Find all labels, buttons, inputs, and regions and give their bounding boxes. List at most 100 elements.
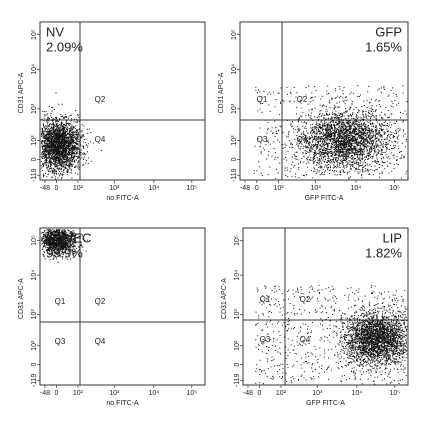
event-dot [62,157,64,159]
event-dot [59,127,61,129]
event-dot [348,154,350,156]
event-dot [304,134,306,136]
event-dot [298,130,300,132]
event-dot [54,146,56,148]
event-dot [59,144,60,146]
event-dot [77,173,79,175]
event-dot [54,148,56,150]
event-dot [329,114,331,116]
event-dot [298,163,299,165]
event-dot [311,135,313,137]
event-dot [359,151,360,153]
event-dot [313,154,315,156]
event-dot [61,135,63,137]
event-dot [359,134,361,136]
event-dot [340,118,342,120]
event-dot [41,165,43,167]
event-dot [394,141,396,143]
x-tick-label: 10⁵ [186,185,197,192]
event-dot [328,160,330,162]
event-dot [70,142,72,144]
event-dot [87,143,89,145]
event-dot [399,128,401,130]
event-dot [63,130,65,132]
event-dot [338,150,340,152]
event-dot [359,126,361,128]
event-dot [71,156,72,157]
event-dot [325,148,327,150]
event-dot [319,112,321,114]
event-dot [345,142,347,144]
event-dot [371,137,373,139]
event-dot [372,144,373,146]
event-dot [347,155,349,157]
event-dot [329,149,331,150]
event-dot [51,149,53,151]
event-dot [66,143,68,145]
event-dot [386,138,388,140]
event-dot [381,129,382,131]
event-dot [361,136,363,138]
event-dot [329,130,331,132]
event-dot [55,161,57,163]
event-dot [397,142,399,144]
event-dot [43,130,45,132]
event-dot [335,145,337,147]
event-dot [361,143,363,145]
event-dot [373,147,374,149]
event-dot [358,126,360,128]
event-dot [364,160,365,162]
event-dot [302,111,304,113]
event-dot [68,153,70,155]
event-dot [348,140,350,142]
event-dot [52,171,54,172]
event-dot [343,129,345,131]
event-dot [65,116,66,118]
event-dot [55,130,57,132]
event-dot [75,128,76,130]
event-dot [342,121,344,123]
event-dot [364,144,365,146]
event-dot [362,148,364,150]
event-dot [54,160,56,162]
event-dot [57,173,59,175]
event-dot [57,143,59,145]
event-dot [350,129,352,131]
event-dot [332,144,334,146]
event-dot [52,131,54,133]
event-dot [357,155,359,156]
event-dot [340,139,342,141]
event-dot [43,153,44,155]
event-dot [42,125,44,127]
event-dot [344,134,346,136]
event-dot [70,115,72,116]
event-dot [67,126,69,128]
event-dot [310,157,312,159]
event-dot [55,157,57,159]
event-dot [361,168,363,170]
event-dot [325,150,326,152]
event-dot [47,118,49,120]
event-dot [327,114,329,116]
event-dot [61,154,63,156]
event-dot [318,116,320,118]
event-dot [83,138,85,140]
event-dot [318,126,320,127]
event-dot [60,165,62,167]
event-dot [319,155,321,157]
event-dot [70,162,72,164]
event-dot [44,130,46,132]
event-dot [64,142,66,144]
event-dot [389,134,391,136]
event-dot [59,167,61,169]
event-dot [78,156,80,158]
event-dot [68,123,70,124]
event-dot [73,158,75,160]
event-dot [66,170,67,172]
event-dot [44,129,46,131]
event-dot [349,142,351,144]
event-dot [45,157,47,159]
event-dot [73,140,75,142]
event-dot [311,129,313,131]
event-dot [327,135,329,137]
